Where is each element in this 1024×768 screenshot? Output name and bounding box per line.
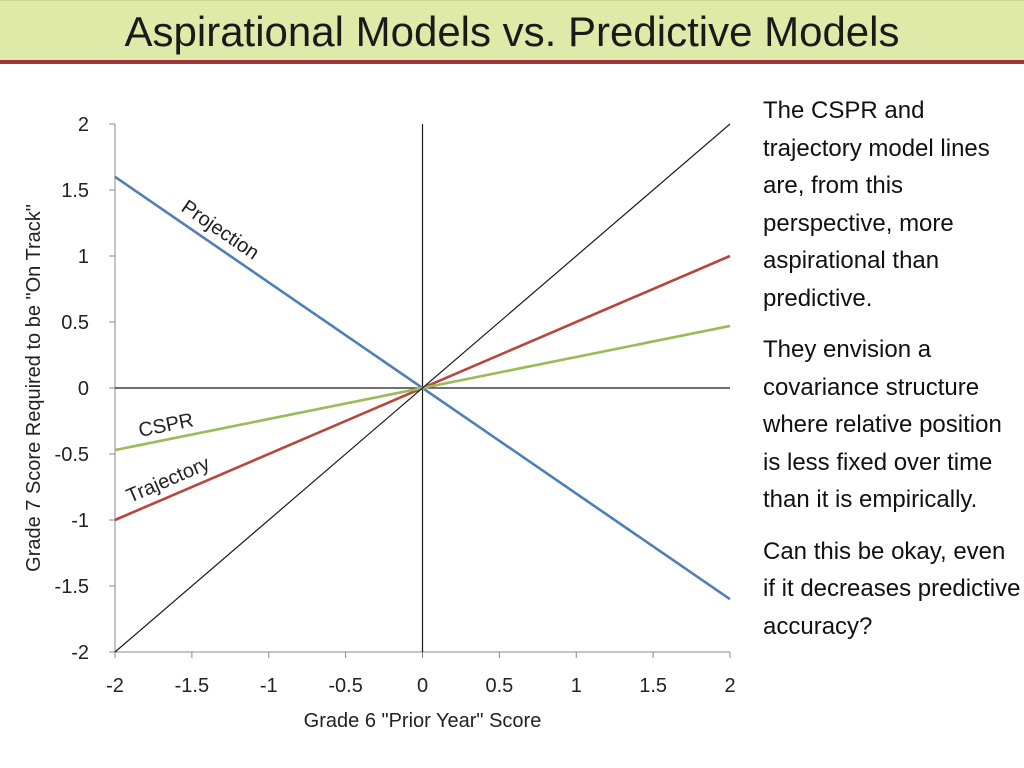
x-tick-label: 0 — [417, 675, 428, 697]
y-tick-label: -2 — [71, 642, 89, 664]
trajectory-label: Trajectory — [123, 453, 213, 508]
slide-title: Aspirational Models vs. Predictive Model… — [124, 8, 900, 55]
y-tick-label: 2 — [78, 114, 89, 136]
y-tick-label: 0 — [78, 378, 89, 400]
y-tick-label: 0.5 — [61, 312, 89, 334]
x-tick-label: 0.5 — [485, 675, 513, 697]
y-axis-title: Grade 7 Score Required to be "On Track" — [23, 204, 45, 572]
x-tick-label: -0.5 — [328, 675, 362, 697]
projection-label: Projection — [177, 196, 263, 264]
title-bar: Aspirational Models vs. Predictive Model… — [0, 0, 1024, 64]
y-tick-label: -1 — [71, 510, 89, 532]
y-tick-label: -0.5 — [55, 444, 89, 466]
cspr-label: CSPR — [137, 409, 196, 442]
x-tick-label: -1 — [260, 675, 278, 697]
x-axis-title: Grade 6 "Prior Year" Score — [304, 710, 542, 732]
x-tick-label: 1.5 — [639, 675, 667, 697]
paragraph-2: They envision a covariance structure whe… — [763, 336, 1002, 513]
y-tick-label: -1.5 — [55, 576, 89, 598]
identity-line — [114, 123, 731, 653]
x-tick-label: -1.5 — [175, 675, 209, 697]
x-tick-label: -2 — [106, 675, 124, 697]
chart: 2 1.5 1 0.5 0 -0.5 -1 -1.5 -2 -2 -1.5 -1 -0.5 0 0.5 1 1.… — [23, 114, 736, 732]
side-text: The CSPR and trajectory model lines are,… — [763, 92, 1023, 659]
x-tick-label: 2 — [724, 675, 735, 697]
paragraph-1: The CSPR and trajectory model lines are,… — [763, 97, 990, 312]
x-tick-label: 1 — [571, 675, 582, 697]
paragraph-3: Can this be okay, even if it decreases p… — [763, 537, 1021, 640]
y-tick-label: 1.5 — [61, 180, 89, 202]
y-tick-label: 1 — [78, 246, 89, 268]
